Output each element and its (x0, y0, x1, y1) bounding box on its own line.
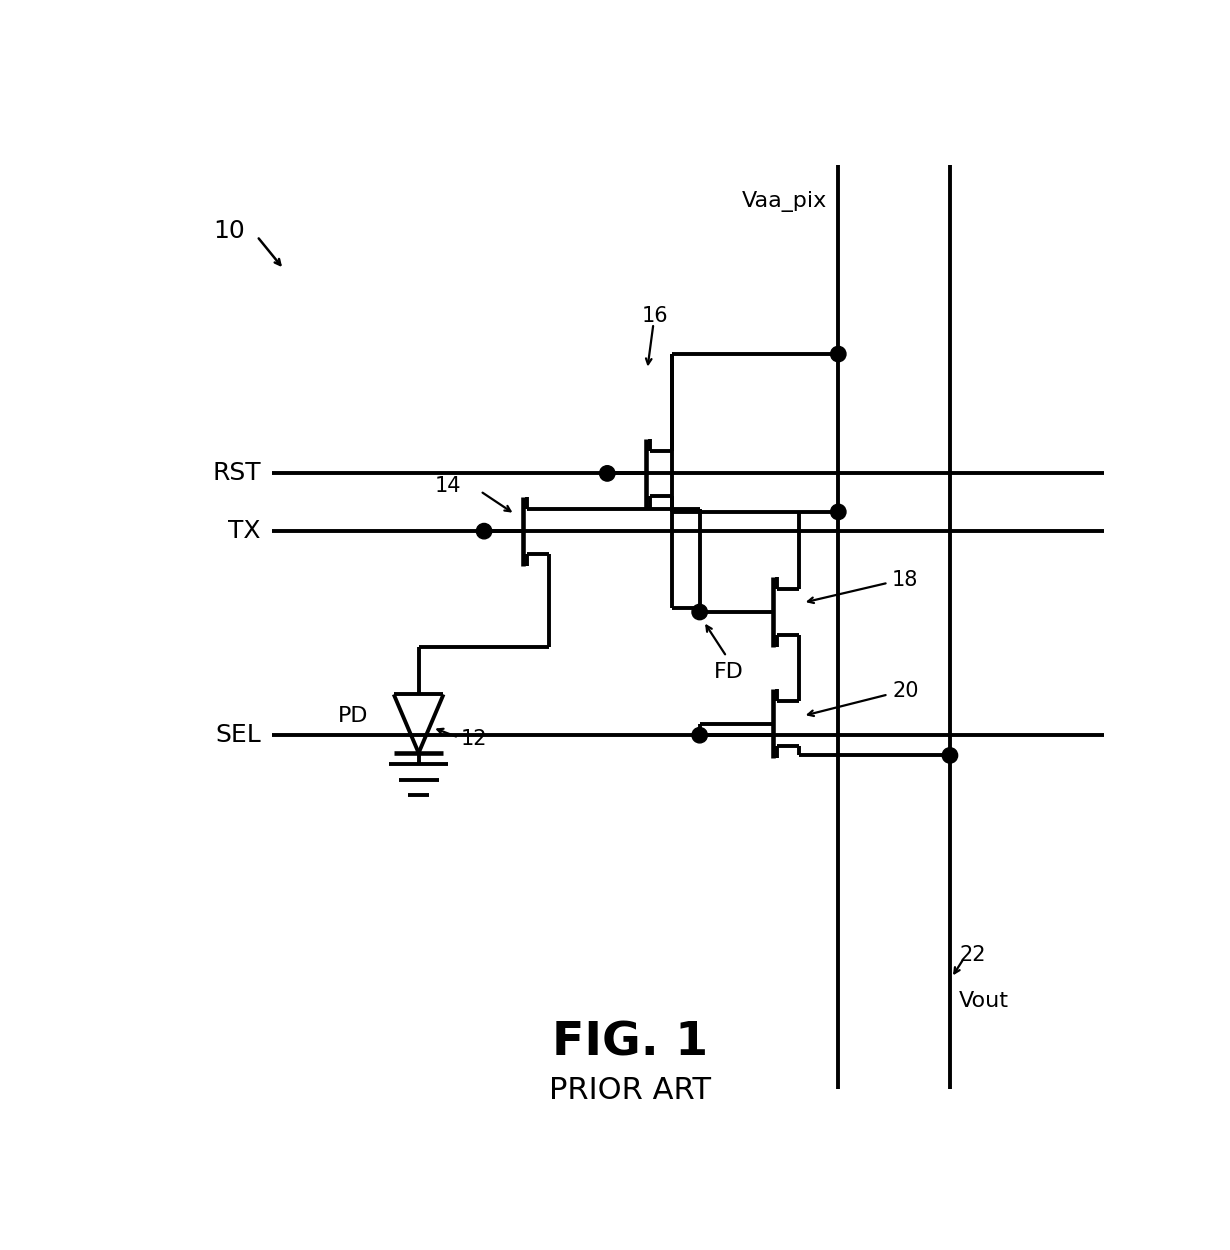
Circle shape (692, 728, 707, 742)
Text: RST: RST (212, 461, 261, 485)
Text: PD: PD (338, 706, 369, 726)
Text: FD: FD (713, 662, 743, 682)
Text: Vout: Vout (959, 991, 1009, 1011)
Circle shape (692, 604, 707, 620)
Text: 10: 10 (214, 219, 245, 243)
Circle shape (476, 524, 492, 539)
Circle shape (599, 466, 615, 481)
Text: 14: 14 (434, 476, 461, 496)
Text: 22: 22 (959, 945, 985, 965)
Text: Vaa_pix: Vaa_pix (742, 190, 827, 211)
Text: FIG. 1: FIG. 1 (552, 1021, 708, 1066)
Text: TX: TX (229, 519, 261, 544)
Circle shape (942, 748, 958, 762)
Text: SEL: SEL (215, 724, 261, 748)
Text: 18: 18 (892, 570, 919, 590)
Circle shape (830, 504, 846, 520)
Text: PRIOR ART: PRIOR ART (550, 1076, 711, 1105)
Text: 16: 16 (642, 305, 669, 325)
Text: 12: 12 (461, 729, 487, 749)
Text: 20: 20 (892, 681, 919, 701)
Circle shape (830, 346, 846, 361)
